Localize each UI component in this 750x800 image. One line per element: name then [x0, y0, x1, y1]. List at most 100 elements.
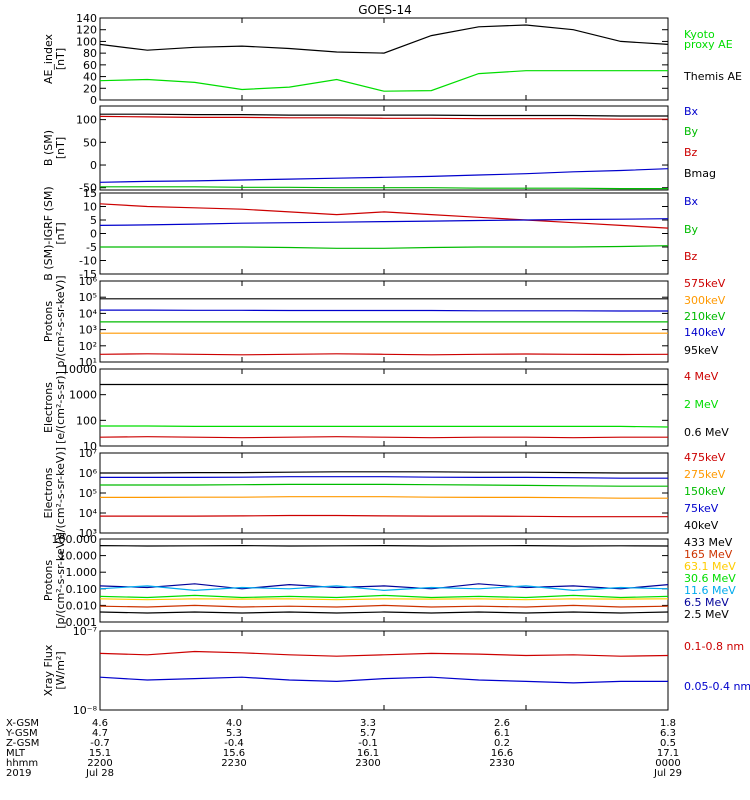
series-line-b_sm-3	[100, 186, 668, 190]
series-line-protons_mev-3	[99, 594, 669, 599]
panel-frame-b_igrf	[99, 192, 669, 275]
series-line-xray-0	[99, 650, 669, 657]
ephem-label-5: 2019	[6, 768, 31, 779]
legend-entry-electrons_kev-3: 75keV	[684, 502, 719, 515]
legend-entry-b_igrf-1: By	[684, 223, 699, 236]
ephem-value-1-1: 5.3	[226, 728, 242, 739]
ephem-value-1-0: 4.7	[92, 728, 108, 739]
y-tick-label-ae-2: 40	[83, 71, 97, 84]
legend-entry-protons_mev-3: 30.6 MeV	[684, 572, 736, 585]
legend-entry-protons_mev-1: 165 MeV	[684, 548, 733, 561]
series-line-protons_hi-1	[100, 309, 668, 312]
y-tick-label-ae-3: 60	[83, 59, 97, 72]
ephem-label-4: hhmm	[6, 758, 38, 769]
series-line-b_igrf-0	[99, 203, 669, 229]
ephem-value-3-2: 16.1	[357, 748, 379, 759]
y-tick-label-b_igrf-6: 15	[83, 187, 97, 200]
y-tick-label-ae-1: 20	[83, 82, 97, 95]
y-tick-label-b_sm-1: 0	[90, 159, 97, 172]
panel-frame-ae	[99, 17, 669, 101]
y-tick-label-protons_mev-2: 0.100	[66, 583, 98, 596]
legend-entry-protons_mev-0: 433 MeV	[684, 536, 733, 549]
legend-entry-protons_hi-0: 575keV	[684, 277, 726, 290]
panel-frame-electrons_mev	[99, 368, 669, 447]
ephem-value-2-3: 0.2	[494, 738, 510, 749]
panel-frame-protons_mev	[99, 538, 669, 623]
ephem-value-4-2: 2300	[355, 758, 380, 769]
y-tick-label-electrons_mev-0: 10	[83, 440, 97, 453]
y-tick-label-electrons_kev-2: 10⁵	[79, 487, 97, 500]
series-line-b_sm-0	[100, 113, 668, 117]
y-tick-label-protons_mev-4: 10.000	[59, 550, 98, 563]
legend-entry-xray-0: 0.1-0.8 nm	[684, 640, 744, 653]
legend-entry-protons_hi-3: 140keV	[684, 326, 726, 339]
y-tick-label-protons_mev-0: 0.001	[66, 616, 98, 629]
y-axis-label-b_igrf-1: [nT]	[54, 222, 67, 244]
legend-entry-electrons_mev-0: 4 MeV	[684, 370, 719, 383]
y-tick-label-b_igrf-2: -5	[86, 241, 97, 254]
legend-entry-protons_hi-2: 210keV	[684, 310, 726, 323]
y-axis-label-electrons_mev-0: Electrons	[42, 382, 55, 433]
y-axis-label-electrons_kev-0: Electrons	[42, 467, 55, 518]
y-axis-label-protons_hi-0: Protons	[42, 301, 55, 342]
y-tick-label-b_sm-0: -50	[79, 182, 97, 195]
series-line-electrons_mev-1	[100, 425, 669, 428]
ephem-value-4-0: 2200	[87, 758, 112, 769]
y-tick-label-electrons_kev-1: 10⁴	[79, 507, 98, 520]
ephem-value-0-1: 4.0	[226, 718, 242, 729]
y-tick-label-electrons_mev-3: 10000	[62, 363, 97, 376]
series-line-electrons_kev-1	[100, 476, 668, 479]
ephem-value-3-3: 16.6	[491, 748, 513, 759]
y-tick-label-ae-7: 140	[76, 12, 97, 25]
y-axis-label-b_igrf-0: B (SM)-IGRF (SM)	[42, 186, 55, 280]
y-tick-label-protons_hi-2: 10³	[79, 324, 97, 337]
legend-entry-xray-1: 0.05-0.4 nm	[684, 680, 750, 693]
ephemeris-table: X-GSM 4.6 4.0 3.3 2.6 1.8 Y-GSM 4.7 5.3 5.7 6.1 6.3…	[5, 718, 682, 779]
series-line-electrons_kev-3	[100, 496, 668, 499]
series-line-b_igrf-2	[100, 245, 669, 249]
y-axis-label-protons_mev-0: Protons	[42, 560, 55, 601]
legend-entry-protons_mev-2: 63.1 MeV	[684, 560, 736, 573]
series-line-b_sm-2	[99, 168, 669, 183]
ephem-value-4-3: 2330	[489, 758, 514, 769]
series-line-electrons_kev-2	[100, 483, 668, 487]
y-axis-label-xray-0: Xray Flux	[42, 644, 55, 696]
ephem-value-4-1: 2230	[221, 758, 246, 769]
ephem-value-2-0: -0.7	[90, 738, 110, 749]
legend-entry-b_sm-0: Bx	[684, 105, 699, 118]
ephem-label-1: Y-GSM	[5, 728, 38, 739]
ephem-label-2: Z-GSM	[6, 738, 39, 749]
y-tick-label-electrons_kev-4: 10⁷	[79, 447, 97, 460]
y-tick-label-protons_hi-5: 10⁶	[79, 275, 98, 288]
ephem-value-5-4: Jul 29	[653, 768, 682, 779]
y-tick-label-b_igrf-5: 10	[83, 201, 97, 214]
series-line-b_sm-1	[99, 115, 668, 120]
series-line-protons_hi-4	[99, 353, 669, 356]
y-axis-label-b_sm-1: [nT]	[54, 137, 67, 159]
series-line-electrons_mev-2	[99, 436, 668, 439]
ephem-value-3-0: 15.1	[89, 748, 111, 759]
legend-entry-electrons_kev-4: 40keV	[684, 519, 719, 532]
y-tick-label-b_sm-3: 100	[76, 114, 97, 127]
ephem-label-0: X-GSM	[6, 718, 39, 729]
y-tick-label-protons_mev-5: 100.000	[52, 533, 98, 546]
legend-entry-electrons_kev-1: 275keV	[684, 468, 726, 481]
ephem-value-2-4: 0.5	[660, 738, 676, 749]
y-axis-label-protons_hi-1: p/(cm²-s-sr-keV)]	[54, 275, 67, 367]
panel-frame-electrons_kev	[99, 452, 669, 534]
panel-frame-xray	[99, 630, 669, 711]
y-axis-label-ae-1: [nT]	[54, 48, 67, 70]
series-line-electrons_kev-4	[100, 514, 668, 518]
ephem-value-3-4: 17.1	[657, 748, 679, 759]
y-tick-label-protons_mev-3: 1.000	[66, 566, 98, 579]
legend-entry-b_igrf-2: Bz	[684, 250, 698, 263]
series-line-ae-0	[99, 24, 669, 54]
y-tick-label-b_igrf-4: 5	[90, 214, 97, 227]
y-tick-label-protons_mev-1: 0.010	[66, 599, 98, 612]
series-line-xray-1	[99, 676, 668, 684]
y-tick-label-b_igrf-3: 0	[90, 228, 97, 241]
y-tick-label-ae-4: 80	[83, 47, 97, 60]
series-line-b_igrf-1	[99, 218, 669, 226]
y-tick-label-b_igrf-0: -15	[79, 268, 97, 281]
legend-entry-electrons_mev-1: 2 MeV	[684, 398, 719, 411]
